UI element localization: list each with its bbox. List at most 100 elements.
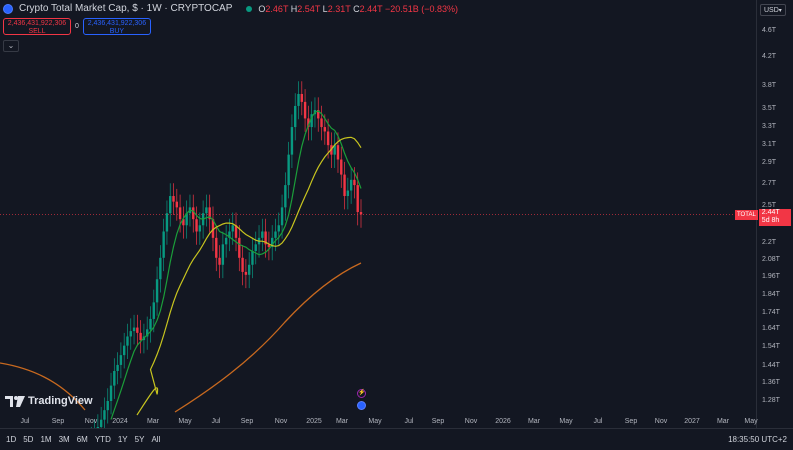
time-tick: Mar [716, 418, 730, 425]
candle-body [359, 212, 363, 215]
time-tick: Nov [274, 418, 288, 425]
candle-body [244, 271, 248, 275]
last-price-value: 2.44T [761, 209, 780, 216]
candle-body [323, 127, 327, 132]
time-tick: Nov [654, 418, 668, 425]
candle-body [113, 370, 116, 386]
price-tick: 3.3T [762, 123, 777, 130]
candle-body [290, 127, 294, 155]
candle-body [116, 364, 119, 371]
trade-panel: 2,436,431,922,306 SELL 0 2,436,431,922,3… [3, 18, 151, 35]
range-button-1d[interactable]: 1D [6, 435, 17, 444]
candle-body [320, 118, 323, 128]
range-button-3m[interactable]: 3M [58, 435, 70, 444]
ma-short-line [110, 110, 362, 420]
range-button-1y[interactable]: 1Y [117, 435, 128, 444]
time-tick: 2027 [684, 418, 700, 425]
time-tick: Jul [20, 418, 30, 425]
candle-body [284, 185, 287, 208]
time-tick: 2025 [306, 418, 322, 425]
candle-body [231, 225, 234, 232]
ohlc-close-key: C [353, 3, 360, 14]
candle-body [340, 159, 343, 175]
chevron-down-icon[interactable]: ⌄ [3, 40, 19, 52]
candle-body [172, 196, 175, 202]
candle-body [287, 154, 290, 186]
time-tick: Mar [335, 418, 349, 425]
time-tick: May [178, 418, 192, 425]
price-tick: 1.64T [762, 325, 780, 332]
candle-body [139, 332, 142, 341]
time-tick: 2024 [112, 418, 128, 425]
tradingview-logo-text: TradingView [28, 395, 93, 407]
clock[interactable]: 18:35:50 UTC+2 [728, 435, 787, 444]
price-tick: 1.84T [762, 291, 780, 298]
price-tick: 2.08T [762, 256, 780, 263]
buy-button[interactable]: 2,436,431,922,306 BUY [82, 18, 151, 35]
candle-body [159, 257, 162, 280]
ohlc-change: −20.51B (−0.83%) [384, 3, 458, 14]
ohlc-high-key: H [290, 3, 298, 14]
candle-body [294, 105, 297, 128]
price-tick: 1.96T [762, 273, 780, 280]
price-axis[interactable]: USD▾ 4.6T 4.2T 3.8T 3.5T 3.3T 3.1T 2.9T 2.7T 2.5… [735, 0, 793, 428]
candle-body [356, 185, 359, 213]
candle-body [251, 250, 254, 265]
candle-body [280, 207, 284, 226]
candle-body [129, 331, 132, 337]
range-button-6m[interactable]: 6M [76, 435, 88, 444]
spread-value: 0 [75, 23, 79, 30]
candle-body [162, 231, 165, 258]
tradingview-logo[interactable]: TradingView [5, 395, 93, 407]
ohlc-close-value: 2.44T [359, 3, 383, 14]
time-tick: Mar [527, 418, 541, 425]
bottom-toolbar: 1D 5D 1M 3M 6M YTD 1Y 5Y All 18:35:50 UTC+2 [0, 428, 793, 450]
range-button-all[interactable]: All [151, 435, 161, 444]
chart-area[interactable] [0, 0, 756, 428]
range-button-1m[interactable]: 1M [40, 435, 52, 444]
range-button-ytd[interactable]: YTD [94, 435, 111, 444]
candle-body [103, 410, 106, 420]
candle-body [109, 385, 113, 401]
last-price-tag: TOTAL 2.44T 5d 8h [735, 209, 791, 226]
candle-body [185, 213, 188, 226]
flag-event-icon[interactable] [357, 401, 366, 410]
candle-body [126, 336, 129, 346]
tradingview-logo-icon [5, 395, 25, 407]
candle-body [274, 231, 277, 238]
candle-body [215, 237, 218, 258]
time-tick: Sep [431, 418, 445, 425]
candle-body [208, 207, 211, 220]
price-tick: 4.2T [762, 53, 777, 60]
candle-body [152, 302, 155, 319]
candle-body [267, 244, 271, 247]
last-price-box: 2.44T 5d 8h [758, 209, 791, 226]
candle-body [307, 118, 310, 128]
candle-body [353, 179, 356, 186]
candle-body [336, 145, 340, 160]
lightning-event-icon[interactable]: ⚡ [357, 389, 366, 398]
currency-select[interactable]: USD▾ [760, 4, 786, 16]
time-tick: Jul [593, 418, 603, 425]
candle-body [270, 237, 274, 247]
candle-body [119, 355, 123, 365]
candle-body [228, 231, 231, 238]
range-button-5y[interactable]: 5Y [134, 435, 145, 444]
market-status-icon[interactable] [246, 5, 253, 12]
candle-body [198, 225, 202, 232]
symbol-title[interactable]: Crypto Total Market Cap, $ · 1W · CRYPTO… [19, 3, 233, 14]
candle-body [297, 93, 300, 106]
time-tick: May [744, 418, 758, 425]
candle-body [264, 231, 267, 245]
candle-body [182, 219, 185, 226]
range-buttons: 1D 5D 1M 3M 6M YTD 1Y 5Y All [6, 435, 160, 444]
range-button-5d[interactable]: 5D [23, 435, 34, 444]
sell-button[interactable]: 2,436,431,922,306 SELL [3, 18, 71, 35]
candle-body [211, 219, 215, 238]
price-chart[interactable] [0, 0, 756, 428]
time-tick: Jul [404, 418, 414, 425]
candle-body [261, 231, 264, 238]
candle-body [343, 174, 346, 197]
candle-body [136, 327, 139, 333]
price-tick: 2.5T [762, 202, 777, 209]
